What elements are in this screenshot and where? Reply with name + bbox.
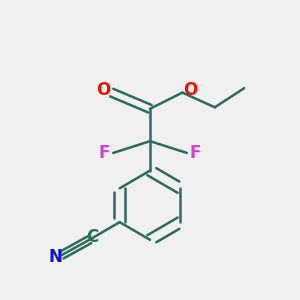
Text: O: O	[96, 81, 111, 99]
Text: F: F	[99, 144, 110, 162]
Text: N: N	[48, 248, 62, 266]
Text: O: O	[184, 81, 198, 99]
Text: C: C	[86, 229, 98, 246]
Text: F: F	[190, 144, 201, 162]
